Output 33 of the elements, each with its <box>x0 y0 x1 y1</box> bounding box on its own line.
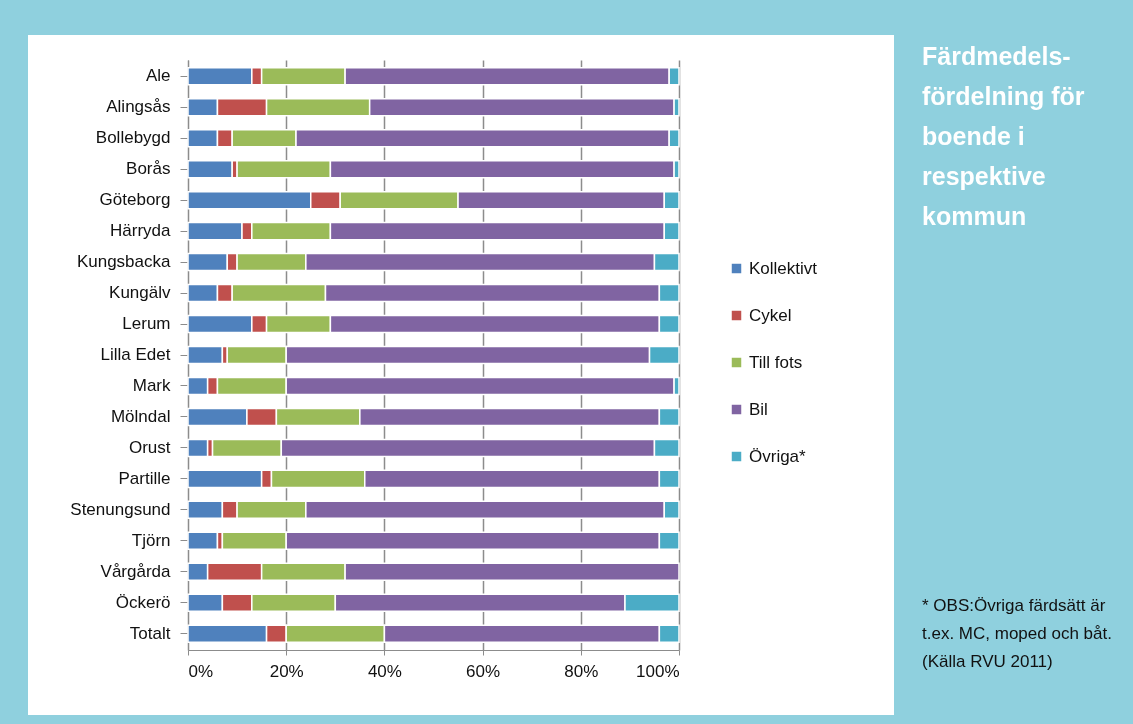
legend-label: Övriga* <box>749 446 807 466</box>
y-tick-label: Alingsås <box>106 97 171 117</box>
legend-label: Cykel <box>749 305 792 325</box>
y-tick-label: Göteborg <box>99 190 171 210</box>
x-tick-label: 60% <box>466 661 501 681</box>
y-tick-label: Härryda <box>110 221 172 241</box>
y-tick-label: Mark <box>132 375 171 395</box>
legend-label: Bil <box>749 399 768 419</box>
y-tick-label: Partille <box>118 468 171 488</box>
x-tick-label: 40% <box>367 661 402 681</box>
x-tick-label: 0% <box>188 661 214 681</box>
y-tick-label: Borås <box>126 159 171 179</box>
y-tick-label: Lerum <box>122 314 171 334</box>
y-tick-label: Bollebygd <box>95 128 171 148</box>
text: * OBS:Övriga färdsätt är t.ex. MC, moped och båt. <box>922 595 1113 645</box>
y-tick-label: Lilla Edet <box>100 345 171 364</box>
y-tick-label: Stenungsund <box>70 499 171 519</box>
text: (Källa RVU 2011) <box>922 651 1054 673</box>
x-tick-label: 80% <box>564 661 599 681</box>
y-tick-label: Kungsbacka <box>76 252 172 272</box>
y-tick-label: Kungälv <box>109 283 171 303</box>
legend-label: Kollektivt <box>749 258 818 278</box>
y-tick-label: Vårgårda <box>100 561 172 581</box>
text: Färdmedels-fördelning för boende i respektive kommun <box>922 41 1086 232</box>
y-tick-label: Ale <box>145 66 171 86</box>
y-tick-label: Orust <box>128 437 171 457</box>
x-tick-label: 100% <box>636 661 680 681</box>
y-tick-label: Totalt <box>129 623 171 643</box>
x-tick-label: 20% <box>269 661 304 681</box>
y-tick-label: Mölndal <box>110 406 171 426</box>
y-tick-label: Öckerö <box>115 592 171 612</box>
y-tick-label: Tjörn <box>131 530 171 550</box>
legend-label: Till fots <box>749 352 803 372</box>
